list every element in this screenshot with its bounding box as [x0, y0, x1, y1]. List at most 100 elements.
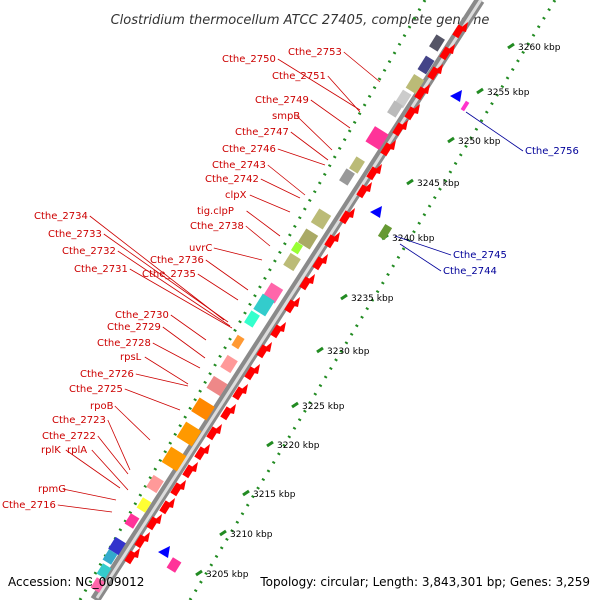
gene-label[interactable]: Cthe_2751	[272, 71, 326, 82]
gene-leader-line	[107, 419, 131, 471]
gene-label[interactable]: Cthe_2736	[150, 255, 204, 266]
gene-label[interactable]: Cthe_2725	[69, 384, 123, 395]
gene-leader-line	[89, 215, 225, 321]
gene-label[interactable]: rpsL	[120, 352, 142, 363]
forward-gene-bar	[206, 426, 219, 441]
gene-label[interactable]: rpoB	[90, 401, 114, 412]
gene-label[interactable]: Cthe_2756	[525, 146, 579, 157]
forward-gene-bar	[194, 446, 207, 461]
gene-label[interactable]: Cthe_2750	[222, 54, 276, 65]
gene-leader-line	[117, 250, 231, 327]
forward-gene-bar	[256, 344, 269, 359]
tick-mark	[219, 529, 227, 537]
gene-label[interactable]: rplA	[67, 445, 87, 456]
tick-mark	[195, 569, 203, 577]
tick-mark	[340, 293, 348, 301]
gene-leader-line	[399, 243, 442, 272]
tick-mark	[447, 136, 455, 144]
gene-feature-block	[417, 55, 435, 75]
forward-gene-bar	[427, 66, 440, 81]
gene-leader-line	[394, 235, 452, 256]
gene-leader-line	[65, 449, 121, 489]
gene-label[interactable]: Cthe_2747	[235, 127, 289, 138]
forward-gene-bar	[312, 256, 325, 271]
gene-feature-block	[161, 446, 187, 472]
gene-leader-line	[267, 164, 306, 196]
forward-gene-bar	[134, 534, 147, 549]
forward-gene-bar	[182, 464, 195, 479]
reverse-gene-block	[460, 100, 470, 112]
gene-label[interactable]: tig.clpP	[197, 206, 234, 217]
forward-gene-bar	[159, 500, 172, 515]
gene-label[interactable]: Cthe_2734	[34, 211, 88, 222]
forward-gene-bar	[146, 516, 159, 531]
gene-label[interactable]: Cthe_2744	[443, 266, 497, 277]
gene-label[interactable]: Cthe_2731	[74, 264, 128, 275]
forward-gene-bar	[170, 482, 183, 497]
gene-label[interactable]: Cthe_2742	[205, 174, 259, 185]
gene-label[interactable]: Cthe_2726	[80, 369, 134, 380]
gene-label[interactable]: uvrC	[189, 243, 212, 254]
tick-label: 3230 kbp	[327, 347, 370, 357]
reverse-gene-block	[166, 557, 182, 573]
gene-leader-line	[343, 51, 381, 83]
gene-feature-block	[90, 577, 106, 593]
gene-label[interactable]: clpX	[225, 190, 247, 201]
gene-label[interactable]: Cthe_2753	[288, 47, 342, 58]
gene-label[interactable]: Cthe_2716	[2, 500, 56, 511]
gene-leader-line	[296, 115, 333, 151]
forward-gene-bar	[232, 386, 245, 401]
forward-gene-bar	[284, 299, 297, 314]
gene-feature-block	[387, 100, 403, 118]
forward-gene-bar	[366, 166, 379, 181]
gene-leader-line	[170, 314, 207, 341]
gene-label[interactable]: Cthe_2743	[212, 160, 266, 171]
reverse-gene-arrow	[370, 206, 382, 218]
gene-label[interactable]: Cthe_2745	[453, 250, 507, 261]
gene-label[interactable]: rpmG	[38, 484, 66, 495]
gene-label[interactable]: smpB	[272, 111, 300, 122]
gene-label[interactable]: Cthe_2735	[142, 269, 196, 280]
gene-label[interactable]: Cthe_2738	[190, 221, 244, 232]
gene-feature-block	[102, 549, 118, 565]
forward-gene-bar	[244, 366, 257, 381]
gene-label[interactable]: Cthe_2746	[222, 144, 276, 155]
gene-label[interactable]: Cthe_2733	[48, 229, 102, 240]
forward-gene-bar	[339, 210, 352, 225]
tick-mark	[476, 87, 484, 95]
gene-feature-block	[231, 334, 245, 350]
gene-leader-line	[465, 111, 524, 152]
gene-feature-block	[96, 563, 112, 579]
gene-label[interactable]: Cthe_2728	[97, 338, 151, 349]
gene-label[interactable]: Cthe_2732	[62, 246, 116, 257]
gene-leader-line	[249, 194, 291, 213]
gene-leader-line	[57, 504, 113, 513]
gene-feature-block	[136, 497, 152, 513]
gene-leader-line	[213, 247, 263, 261]
gene-leader-line	[114, 405, 151, 441]
tick-label: 3250 kbp	[458, 137, 501, 147]
tick-mark	[291, 401, 299, 409]
forward-gene-bar	[392, 122, 405, 137]
gene-leader-line	[91, 449, 129, 491]
gene-feature-block	[339, 168, 355, 186]
forward-gene-bar	[356, 184, 369, 199]
map-title: Clostridium thermocellum ATCC 27405, com…	[111, 13, 490, 28]
gene-label[interactable]: Cthe_2730	[115, 310, 169, 321]
gene-label[interactable]: Cthe_2722	[42, 431, 96, 442]
gene-label[interactable]: Cthe_2749	[255, 95, 309, 106]
reverse-gene-block	[377, 223, 393, 241]
tick-mark	[406, 178, 414, 186]
gene-feature-block	[283, 252, 301, 272]
gene-feature-block	[253, 293, 275, 317]
gene-label[interactable]: Cthe_2729	[107, 322, 161, 333]
gene-label[interactable]: Cthe_2723	[52, 415, 106, 426]
gene-leader-line	[245, 225, 271, 247]
forward-gene-bar	[380, 142, 393, 157]
gc-skew-track	[188, 0, 557, 600]
gene-label[interactable]: rplK	[41, 445, 61, 456]
gene-leader-line	[260, 178, 301, 199]
forward-gene-bar	[452, 24, 465, 39]
forward-gene-bar	[299, 276, 312, 291]
gene-leader-line	[277, 58, 361, 111]
